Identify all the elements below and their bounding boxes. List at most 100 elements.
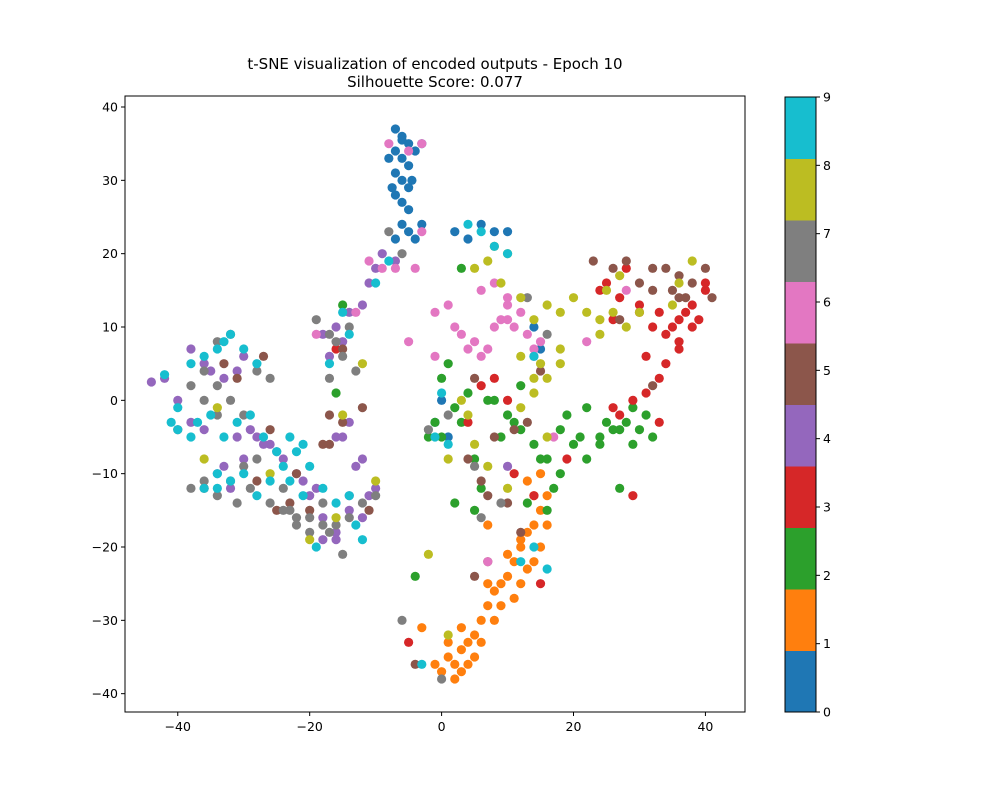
scatter-point: [535, 366, 546, 376]
scatter-point: [582, 337, 592, 347]
scatter-point: [344, 513, 354, 523]
colorbar-band: [785, 589, 816, 651]
scatter-point: [331, 498, 341, 508]
scatter-point: [258, 432, 269, 442]
scatter-point: [469, 337, 480, 347]
scatter-point: [364, 505, 374, 515]
scatter-point: [595, 439, 605, 449]
scatter-point: [522, 293, 532, 303]
scatter-point: [390, 234, 401, 244]
scatter-point: [483, 344, 493, 354]
scatter-point: [357, 454, 368, 464]
scatter-point: [456, 667, 466, 677]
scatter-point: [529, 520, 539, 530]
scatter-point: [641, 351, 651, 361]
scatter-point: [371, 263, 381, 273]
scatter-point: [469, 571, 480, 581]
scatter-point: [311, 329, 321, 339]
scatter-point: [338, 410, 348, 420]
scatter-point: [608, 263, 618, 273]
scatter-point: [469, 454, 480, 464]
scatter-point: [285, 432, 295, 442]
scatter-point: [522, 476, 532, 486]
scatter-point: [489, 322, 499, 332]
scatter-point: [542, 505, 552, 515]
scatter-point: [430, 659, 440, 669]
colorbar-band: [785, 220, 816, 282]
scatter-point: [324, 373, 335, 383]
scatter-point: [390, 263, 401, 273]
scatter-point: [318, 439, 328, 449]
y-tick-label: 0: [110, 393, 118, 408]
scatter-point: [338, 417, 348, 427]
scatter-point: [404, 183, 414, 193]
scatter-point: [469, 263, 480, 273]
axes-frame: [124, 95, 746, 713]
scatter-point: [483, 491, 493, 501]
scatter-point: [469, 652, 480, 662]
scatter-point: [232, 498, 242, 508]
scatter-point: [615, 271, 625, 281]
scatter-point: [681, 307, 691, 317]
scatter-point: [364, 256, 374, 266]
scatter-point: [159, 370, 170, 380]
scatter-point: [641, 410, 651, 420]
scatter-point: [430, 417, 440, 427]
scatter-point: [397, 153, 407, 163]
scatter-point: [489, 395, 499, 405]
scatter-point: [252, 476, 262, 486]
scatter-point: [371, 278, 381, 288]
scatter-point: [430, 351, 440, 361]
scatter-point: [450, 659, 460, 669]
scatter-point: [186, 381, 196, 391]
scatter-point: [700, 263, 711, 273]
scatter-point: [239, 469, 249, 479]
scatter-point: [436, 667, 447, 677]
scatter-point: [291, 520, 302, 530]
scatter-point: [331, 344, 341, 354]
scatter-point: [430, 432, 440, 442]
scatter-point: [450, 674, 460, 684]
scatter-point: [344, 505, 354, 515]
scatter-point: [371, 476, 381, 486]
scatter-point: [311, 483, 321, 493]
scatter-point: [562, 454, 572, 464]
scatter-point: [555, 425, 565, 435]
colorbar-band: [785, 650, 816, 713]
scatter-point: [516, 425, 526, 435]
scatter-point: [351, 461, 361, 471]
scatter-point: [407, 175, 417, 185]
scatter-point: [469, 373, 480, 383]
scatter-point: [390, 124, 401, 134]
scatter-point: [621, 285, 631, 295]
scatter-point: [206, 410, 216, 420]
scatter-point: [199, 359, 209, 369]
scatter-point: [225, 476, 236, 486]
scatter-point: [450, 227, 460, 237]
scatter-point: [516, 535, 526, 545]
scatter-point: [549, 483, 559, 493]
scatter-point: [463, 219, 473, 229]
scatter-point: [219, 432, 229, 442]
scatter-point: [694, 315, 704, 325]
scatter-point: [489, 241, 499, 251]
scatter-point: [516, 579, 526, 589]
scatter-point: [687, 278, 697, 288]
scatter-point: [331, 535, 341, 545]
scatter-point: [351, 520, 361, 530]
scatter-point: [397, 175, 407, 185]
scatter-point: [344, 329, 354, 339]
scatter-point: [615, 425, 625, 435]
scatter-point: [384, 153, 394, 163]
scatter-point: [390, 168, 401, 178]
x-tick-label: 0: [438, 719, 446, 734]
scatter-point: [225, 395, 236, 405]
scatter-point: [417, 623, 427, 633]
scatter-point: [338, 344, 348, 354]
scatter-point: [469, 439, 480, 449]
scatter-point: [252, 454, 262, 464]
scatter-point: [615, 410, 625, 420]
scatter-point: [404, 205, 414, 215]
scatter-point: [509, 417, 519, 427]
scatter-point: [529, 439, 539, 449]
